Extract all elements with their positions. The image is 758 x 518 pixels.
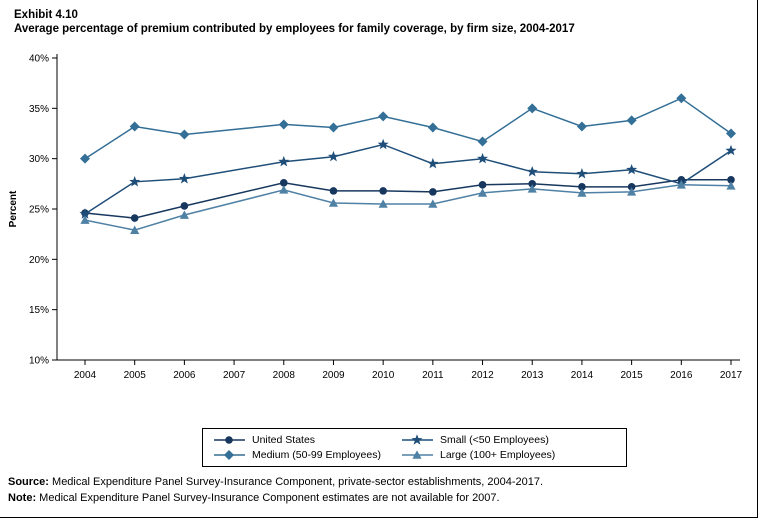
svg-text:2008: 2008 — [273, 370, 296, 381]
note-text: Medical Expenditure Panel Survey-Insuran… — [36, 492, 500, 504]
chart-legend: United States Small (<50 Employees) Medi… — [202, 428, 627, 467]
svg-text:10%: 10% — [29, 356, 49, 367]
source-note: Source: Medical Expenditure Panel Survey… — [8, 474, 543, 490]
svg-text:20%: 20% — [29, 255, 49, 266]
legend-marker-circle-icon — [214, 436, 245, 444]
chart-svg: 10% 15% 20% 25% 30% 35% 40% 2004 2005 2006 2007 200… — [8, 54, 743, 382]
svg-text:2015: 2015 — [620, 370, 643, 381]
legend-item-small: Small (<50 Employees) — [401, 434, 616, 446]
legend-item-united-states: United States — [213, 434, 393, 446]
svg-text:2006: 2006 — [173, 370, 196, 381]
svg-text:35%: 35% — [29, 104, 49, 115]
legend-label: Small (<50 Employees) — [440, 434, 549, 446]
exhibit-label: Exhibit 4.10 — [14, 9, 78, 21]
legend-marker-star-icon — [402, 434, 433, 445]
svg-text:2016: 2016 — [670, 370, 693, 381]
svg-text:2009: 2009 — [322, 370, 345, 381]
legend-label: Medium (50-99 Employees) — [252, 449, 381, 461]
chart-title: Average percentage of premium contribute… — [14, 23, 575, 35]
legend-label: Large (100+ Employees) — [440, 449, 556, 461]
legend-marker-diamond-icon — [214, 450, 245, 460]
svg-text:25%: 25% — [29, 205, 49, 216]
legend-marker-triangle-icon — [402, 450, 433, 459]
svg-text:Percent: Percent — [8, 190, 19, 227]
svg-text:2010: 2010 — [372, 370, 395, 381]
legend-label: United States — [252, 434, 316, 446]
legend-item-large: Large (100+ Employees) — [401, 449, 616, 461]
svg-text:2005: 2005 — [124, 370, 147, 381]
svg-text:2011: 2011 — [422, 370, 444, 381]
legend-item-medium: Medium (50-99 Employees) — [213, 449, 393, 461]
svg-text:2013: 2013 — [521, 370, 544, 381]
note-label: Note: — [8, 492, 37, 504]
svg-text:40%: 40% — [29, 54, 49, 65]
svg-text:2007: 2007 — [223, 370, 246, 381]
source-text: Medical Expenditure Panel Survey-Insuran… — [48, 476, 544, 488]
svg-text:2012: 2012 — [471, 370, 494, 381]
svg-text:2004: 2004 — [74, 370, 97, 381]
availability-note: Note: Medical Expenditure Panel Survey-I… — [8, 490, 543, 506]
svg-text:2014: 2014 — [571, 370, 594, 381]
title-block: Exhibit 4.10 Average percentage of premi… — [14, 8, 575, 36]
svg-text:15%: 15% — [29, 305, 49, 316]
svg-text:30%: 30% — [29, 154, 49, 165]
footnotes: Source: Medical Expenditure Panel Survey… — [8, 474, 543, 506]
svg-text:2017: 2017 — [720, 370, 743, 381]
source-label: Source: — [8, 476, 49, 488]
